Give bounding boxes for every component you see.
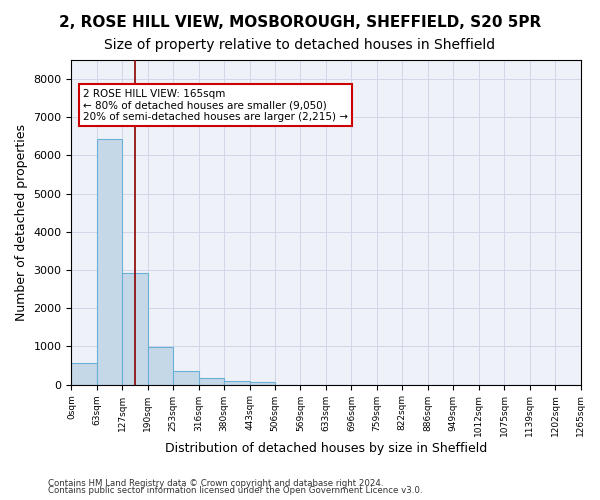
Bar: [71, 363, 97, 384]
Text: 2 ROSE HILL VIEW: 165sqm
← 80% of detached houses are smaller (9,050)
20% of sem: 2 ROSE HILL VIEW: 165sqm ← 80% of detach…: [83, 88, 348, 122]
Text: Contains HM Land Registry data © Crown copyright and database right 2024.: Contains HM Land Registry data © Crown c…: [48, 478, 383, 488]
Bar: [122, 274, 148, 384]
Bar: [173, 371, 199, 384]
Bar: [199, 378, 224, 384]
Bar: [97, 139, 122, 384]
Text: 2, ROSE HILL VIEW, MOSBOROUGH, SHEFFIELD, S20 5PR: 2, ROSE HILL VIEW, MOSBOROUGH, SHEFFIELD…: [59, 15, 541, 30]
X-axis label: Distribution of detached houses by size in Sheffield: Distribution of detached houses by size …: [165, 442, 487, 455]
Text: Size of property relative to detached houses in Sheffield: Size of property relative to detached ho…: [104, 38, 496, 52]
Bar: [148, 347, 173, 385]
Y-axis label: Number of detached properties: Number of detached properties: [15, 124, 28, 321]
Bar: [224, 380, 250, 384]
Text: Contains public sector information licensed under the Open Government Licence v3: Contains public sector information licen…: [48, 486, 422, 495]
Bar: [250, 382, 275, 384]
